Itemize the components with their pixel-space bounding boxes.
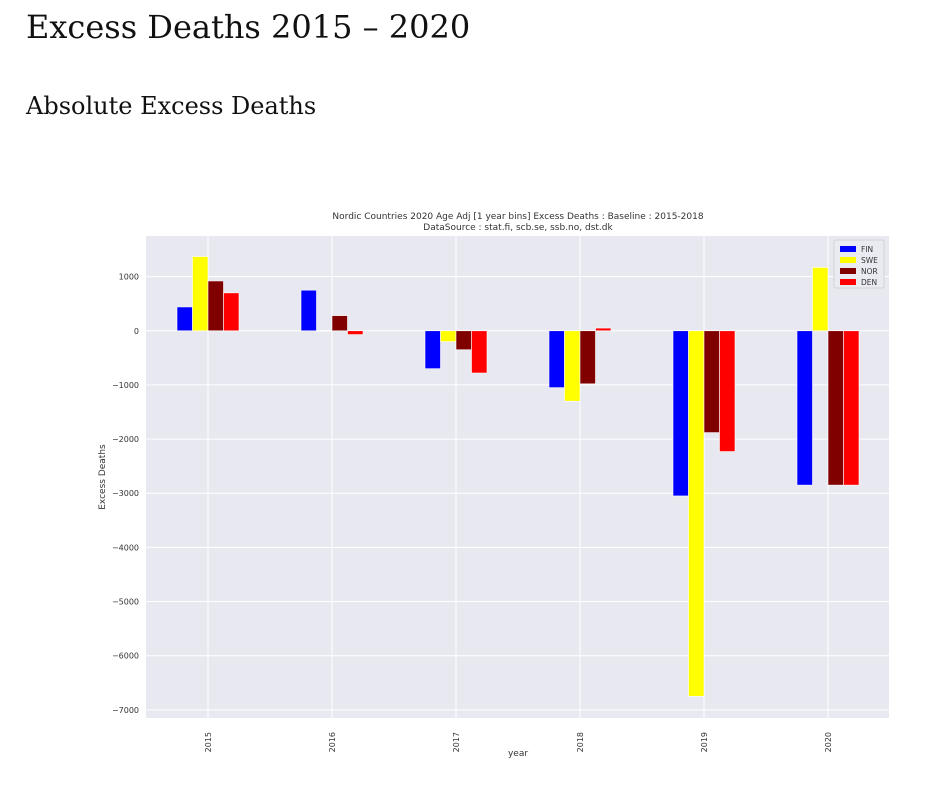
bar-fin-2017 (424, 330, 441, 369)
bar-nor-2019 (703, 330, 720, 433)
legend-label-nor: NOR (861, 267, 878, 276)
chart-title: Nordic Countries 2020 Age Adj [1 year bi… (332, 212, 703, 222)
bar-den-2015 (223, 292, 240, 332)
x-axis-label: year (508, 749, 528, 759)
y-tick-label: −2000 (112, 435, 139, 444)
legend-swatch-swe (840, 257, 856, 263)
bar-den-2019 (719, 330, 736, 452)
bar-den-2018 (595, 327, 612, 332)
bar-den-2020 (843, 330, 860, 486)
x-tick-label: 2015 (204, 732, 213, 752)
x-tick-label: 2019 (700, 732, 709, 752)
y-tick-labels: 1000 0 −1000 −2000 −3000 −4000 −5000 −6000 −7000 (112, 273, 139, 715)
bar-swe-2016 (316, 330, 333, 332)
bar-nor-2020 (827, 330, 844, 486)
x-tick-label: 2017 (452, 732, 461, 752)
x-tick-label: 2016 (328, 732, 337, 752)
y-tick-label: 1000 (119, 273, 139, 282)
x-tick-label: 2018 (576, 732, 585, 752)
y-tick-label: 0 (134, 327, 139, 336)
bar-den-2016 (347, 330, 364, 335)
bar-nor-2018 (579, 330, 596, 385)
legend-label-swe: SWE (861, 256, 878, 265)
bar-nor-2016 (331, 315, 348, 332)
y-tick-label: −7000 (112, 706, 139, 715)
bar-swe-2015 (192, 256, 209, 332)
y-tick-label: −1000 (112, 381, 139, 390)
bar-nor-2015 (207, 280, 224, 332)
bar-den-2017 (471, 330, 488, 374)
bar-fin-2019 (672, 330, 689, 497)
bar-layer (176, 256, 860, 697)
legend-label-fin: FIN (861, 245, 873, 254)
bar-fin-2018 (548, 330, 565, 388)
y-tick-label: −3000 (112, 489, 139, 498)
plot-area (146, 236, 889, 718)
chart-subtitle: DataSource : stat.fi, scb.se, ssb.no, ds… (423, 223, 613, 233)
bar-nor-2017 (455, 330, 472, 351)
bar-fin-2015 (176, 306, 193, 332)
legend-swatch-den (840, 279, 856, 285)
legend-swatch-fin (840, 246, 856, 252)
x-tick-labels: 2015 2016 2017 2018 2019 2020 (204, 732, 833, 752)
y-axis-label: Excess Deaths (98, 444, 108, 510)
bar-swe-2020 (812, 267, 829, 332)
bar-fin-2016 (300, 289, 317, 332)
y-tick-label: −5000 (112, 598, 139, 607)
bar-swe-2019 (688, 330, 705, 697)
bar-swe-2017 (440, 330, 457, 342)
page-subtitle: Absolute Excess Deaths (26, 92, 317, 120)
x-tick-label: 2020 (824, 732, 833, 752)
legend-swatch-nor (840, 268, 856, 274)
legend-label-den: DEN (861, 278, 877, 287)
y-tick-label: −6000 (112, 652, 139, 661)
legend: FIN SWE NOR DEN (833, 239, 885, 289)
grid-layer (146, 236, 889, 718)
bar-fin-2020 (796, 330, 813, 486)
y-tick-label: −4000 (112, 543, 139, 552)
bar-swe-2018 (564, 330, 581, 402)
page-title: Excess Deaths 2015 – 2020 (26, 8, 471, 46)
